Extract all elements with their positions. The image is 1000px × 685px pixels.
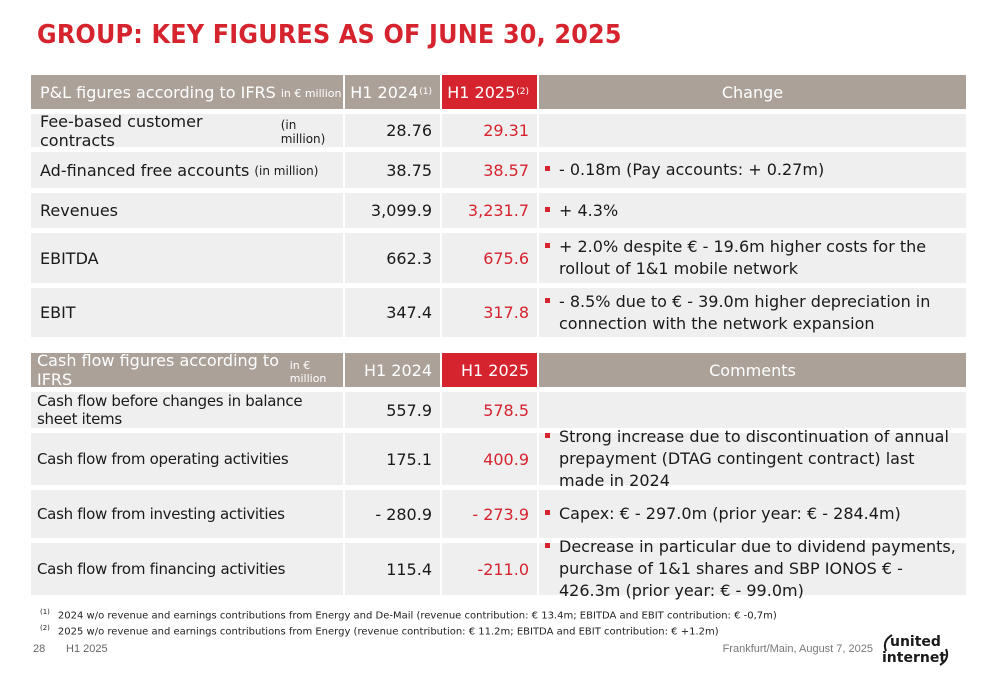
pl-table-header: P&L figures according to IFRS in € milli…: [31, 75, 966, 109]
change-bullet: - 0.18m (Pay accounts: + 0.27m): [545, 159, 824, 181]
bullet-square-icon: [545, 166, 550, 171]
table-row: Ad-financed free accounts (in million) 38…: [31, 152, 966, 188]
comment-bullet: Decrease in particular due to dividend p…: [545, 536, 960, 602]
pl-header-change: Change: [537, 75, 966, 109]
bullet-square-icon: [545, 510, 550, 515]
pl-header-label: P&L figures according to IFRS in € milli…: [31, 75, 343, 109]
cf-header-h1-2025: H1 2025: [440, 353, 537, 387]
table-row: Cash flow before changes in balance shee…: [31, 392, 966, 428]
cf-table-header: Cash flow figures according to IFRS in €…: [31, 351, 966, 389]
logo-swoosh-icon: [939, 648, 949, 666]
change-bullet: + 2.0% despite € - 19.6m higher costs fo…: [545, 236, 960, 280]
logo-swoosh-icon: [883, 634, 893, 652]
table-row: Fee-based customer contracts (in million)…: [31, 112, 966, 150]
table-row: Revenues 3,099.9 3,231.7 + 4.3%: [31, 193, 966, 228]
pl-table: P&L figures according to IFRS in € milli…: [31, 75, 966, 337]
page-number: 28: [33, 643, 46, 655]
table-row: EBITDA 662.3 675.6 + 2.0% despite € - 19…: [31, 233, 966, 283]
pl-header-h1-2025: H1 2025 (2): [440, 75, 537, 109]
change-bullet: + 4.3%: [545, 200, 618, 222]
footnote-1: (1) 2024 w/o revenue and earnings contrib…: [40, 608, 777, 622]
pl-header-h1-2024: H1 2024 (1): [343, 75, 440, 109]
comment-bullet: Strong increase due to discontinuation o…: [545, 426, 960, 492]
logo-text-internet: internet: [882, 650, 946, 666]
united-internet-logo: united internet: [882, 634, 949, 666]
table-row: Cash flow from investing activities - 28…: [31, 490, 966, 538]
cf-table: Cash flow figures according to IFRS in €…: [31, 351, 966, 600]
cf-header-h1-2024: H1 2024: [343, 353, 440, 387]
footnote-2: (2) 2025 w/o revenue and earnings contrib…: [40, 624, 719, 638]
cf-header-label: Cash flow figures according to IFRS in €…: [31, 351, 343, 389]
footer-label: H1 2025: [66, 643, 108, 655]
bullet-square-icon: [545, 297, 550, 303]
table-row: Cash flow from operating activities 175.…: [31, 427, 966, 490]
cf-header-comments: Comments: [537, 353, 966, 387]
page-title: GROUP: KEY FIGURES AS OF JUNE 30, 2025: [37, 20, 622, 50]
table-row: Cash flow from financing activities 115.…: [31, 537, 966, 600]
place-date: Frankfurt/Main, August 7, 2025: [722, 643, 873, 655]
bullet-square-icon: [545, 206, 550, 212]
comment-bullet: Capex: € - 297.0m (prior year: € - 284.4…: [545, 503, 901, 525]
bullet-square-icon: [545, 433, 550, 438]
table-row: EBIT 347.4 317.8 - 8.5% due to € - 39.0m…: [31, 288, 966, 337]
bullet-square-icon: [545, 243, 550, 248]
bullet-square-icon: [545, 543, 550, 548]
logo-text-united: united: [890, 634, 941, 650]
change-bullet: - 8.5% due to € - 39.0m higher depreciat…: [545, 291, 960, 335]
